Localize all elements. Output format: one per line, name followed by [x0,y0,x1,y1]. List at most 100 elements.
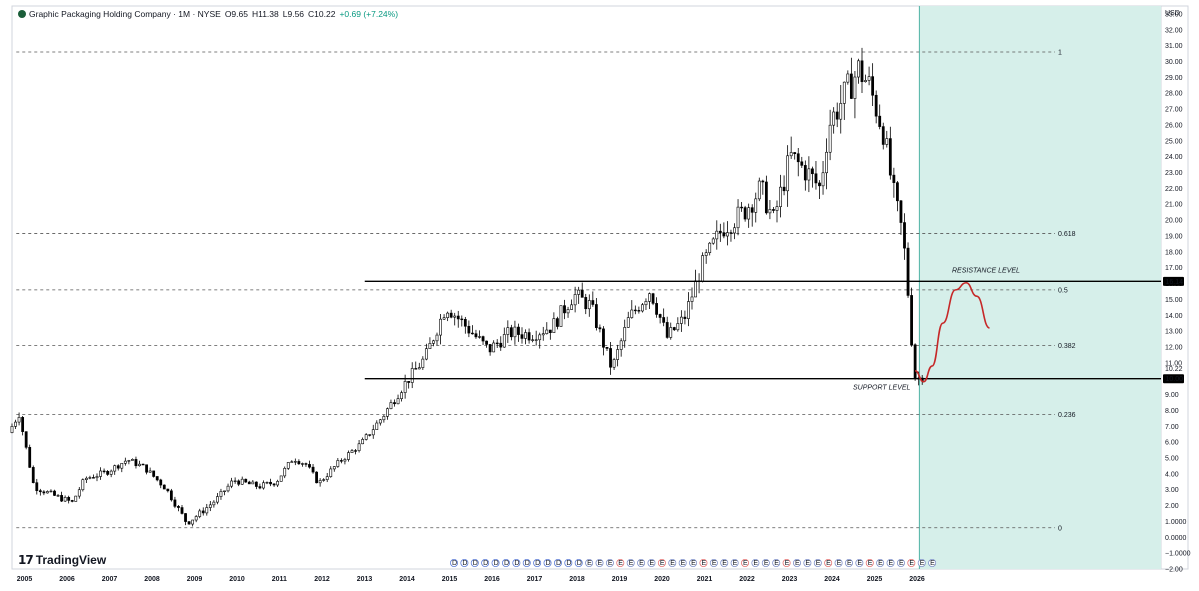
candle-body [63,497,67,502]
candle-body [573,294,577,306]
candle-body [786,155,790,192]
projection-curve [914,281,990,383]
earnings-marker [657,559,666,568]
candle-body [594,304,598,328]
y-tick-label: −2.00 [1165,567,1183,574]
earnings-marker [782,559,791,568]
candle-body [70,500,74,502]
fib-level-label: 0.382 [1058,343,1076,350]
candle-body [81,479,85,491]
candle-body [251,481,255,485]
candle-body [761,180,765,183]
candle-body [155,476,159,481]
earnings-marker-label: E [889,560,894,567]
earnings-marker [699,559,708,568]
candle-body [665,322,669,338]
earnings-marker-label: E [587,560,592,567]
earnings-marker [834,559,843,568]
candle-body [371,429,375,436]
earnings-marker-label: E [712,560,717,567]
candle-body [53,490,56,496]
candle-body [226,485,230,492]
candle-body [347,452,350,460]
earnings-marker [668,559,677,568]
earnings-marker [595,559,604,568]
x-tick-label: 2013 [357,576,373,583]
candle-body [545,329,549,334]
candle-body [396,398,400,405]
price-badge-label: 16.14 [1166,279,1184,286]
earnings-marker [803,559,812,568]
candle-body [616,349,620,360]
earnings-marker [876,559,885,568]
y-tick-label: 29.00 [1165,75,1183,82]
x-tick-label: 2014 [399,576,415,583]
candle-body [403,381,407,393]
candle-body [864,80,867,83]
candle-body [460,318,464,321]
candle-body [293,461,297,463]
candle-body [860,60,864,83]
candle-body [747,207,751,220]
x-tick-label: 2026 [909,576,925,583]
candle-body [393,402,396,405]
candle-body [290,461,294,463]
candle-body [662,317,666,323]
earnings-marker [793,559,802,568]
candle-body [400,392,403,399]
candle-body [853,76,857,99]
symbol-header[interactable]: Graphic Packaging Holding Company · 1M ·… [18,9,398,19]
candle-body [648,293,651,302]
candle-body [559,305,563,327]
candle-body [683,316,687,319]
x-tick-label: 2018 [569,576,585,583]
candle-body [187,521,191,525]
earnings-marker [730,559,739,568]
candle-body [269,481,272,485]
candle-body [336,460,340,467]
candle-body [201,510,205,514]
candle-body [527,332,531,341]
candle-body [449,312,453,318]
candle-body [814,173,818,184]
candle-body [240,478,244,485]
candle-body [74,495,78,502]
x-tick-label: 2007 [102,576,118,583]
candle-body [311,466,315,473]
candle-body [24,431,28,448]
candle-body [757,180,761,200]
candle-body [513,326,517,338]
candle-body [35,482,39,491]
dividend-marker [574,559,583,568]
candle-body [297,461,301,465]
candle-body [279,475,283,482]
candle-body [548,329,552,333]
tradingview-logo[interactable]: 𝟭𝟳 TradingView [18,553,106,567]
candle-body [318,480,322,484]
candle-body [609,348,612,368]
candle-body [424,348,428,360]
candle-body [584,297,588,310]
earnings-marker [637,559,646,568]
dividend-marker-label: D [546,560,551,567]
candle-body [389,402,393,410]
candle-body [219,491,223,497]
dividend-marker [491,559,500,568]
earnings-marker [865,559,874,568]
candle-body [286,462,290,469]
earnings-marker-label: E [920,560,925,567]
candle-body [205,507,209,514]
candle-body [718,230,722,233]
earnings-marker [855,559,864,568]
x-tick-label: 2024 [824,576,840,583]
candle-body [42,491,46,494]
tradingview-mark-icon: 𝟭𝟳 [18,553,34,567]
candle-body [368,434,372,436]
candle-body [247,481,251,485]
candle-body [888,138,892,176]
x-tick-label: 2010 [229,576,245,583]
dividend-marker [501,559,510,568]
x-tick-label: 2009 [187,576,203,583]
candle-body [31,467,35,483]
